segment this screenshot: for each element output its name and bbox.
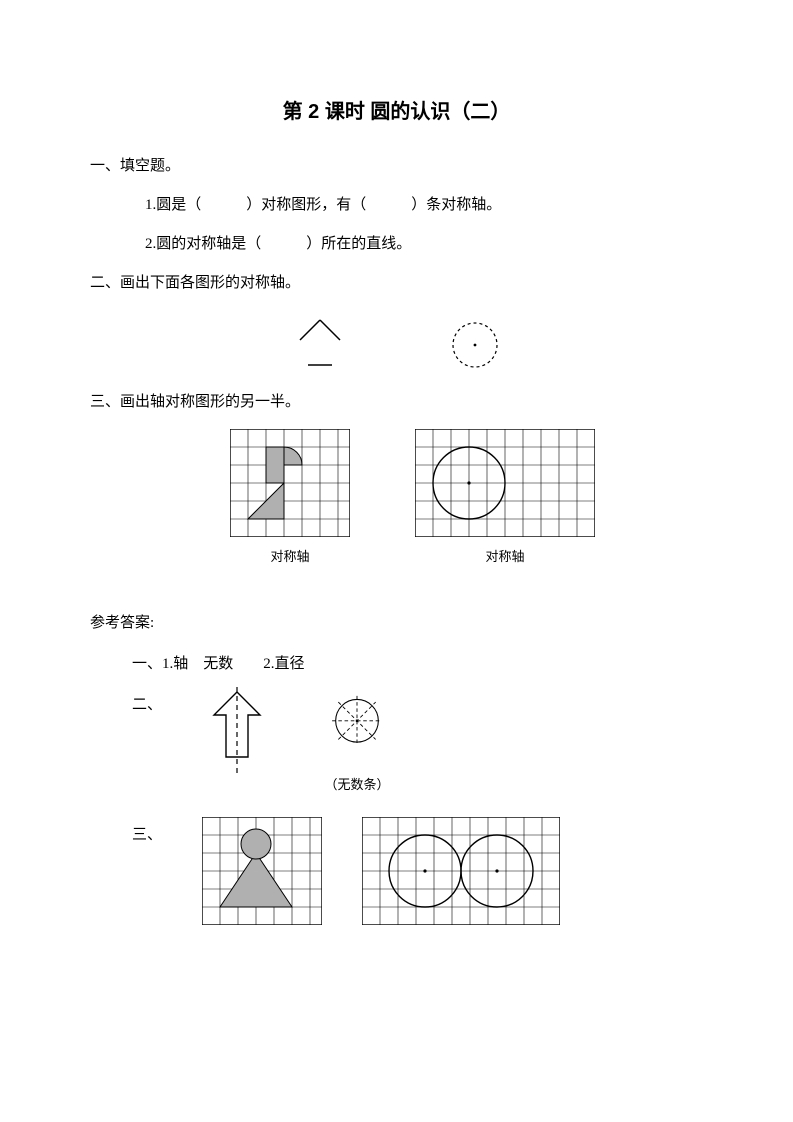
answer-grid-1 <box>202 817 322 925</box>
answer-1: 一、1.轴 无数 2.直径 <box>132 652 703 673</box>
section-3-head: 三、画出轴对称图形的另一半。 <box>90 390 703 411</box>
page-title: 第 2 课时 圆的认识（二） <box>90 95 703 124</box>
answer-2-caption: （无数条） <box>312 774 402 793</box>
answer-circle-fig <box>312 687 402 767</box>
answer-arrow-fig <box>202 687 272 777</box>
answer-2-row: 二、 （无数条） <box>132 687 703 793</box>
grid-1-caption: 对称轴 <box>230 546 350 565</box>
grid-1 <box>230 429 350 537</box>
grid-1-block: 对称轴 <box>230 429 350 565</box>
section-2-figures <box>280 310 703 380</box>
answer-3-row: 三、 <box>132 817 703 925</box>
grid-2-block: 对称轴 <box>415 429 595 565</box>
circle-figure <box>440 310 510 380</box>
grid-2-caption: 对称轴 <box>415 546 595 565</box>
arrow-figure <box>280 315 360 375</box>
grid-2 <box>415 429 595 537</box>
section-1-head: 一、填空题。 <box>90 154 703 175</box>
question-2: 2.圆的对称轴是（ ）所在的直线。 <box>145 232 703 253</box>
section-3-grids: 对称轴 对称轴 <box>230 429 703 565</box>
answer-2-label: 二、 <box>132 687 162 714</box>
answer-circle-wrap: （无数条） <box>312 687 402 793</box>
question-1: 1.圆是（ ）对称图形，有（ ）条对称轴。 <box>145 193 703 214</box>
answer-grid-2 <box>362 817 560 925</box>
answers-head: 参考答案: <box>90 611 703 632</box>
answer-3-label: 三、 <box>132 817 162 844</box>
section-2-head: 二、画出下面各图形的对称轴。 <box>90 271 703 292</box>
